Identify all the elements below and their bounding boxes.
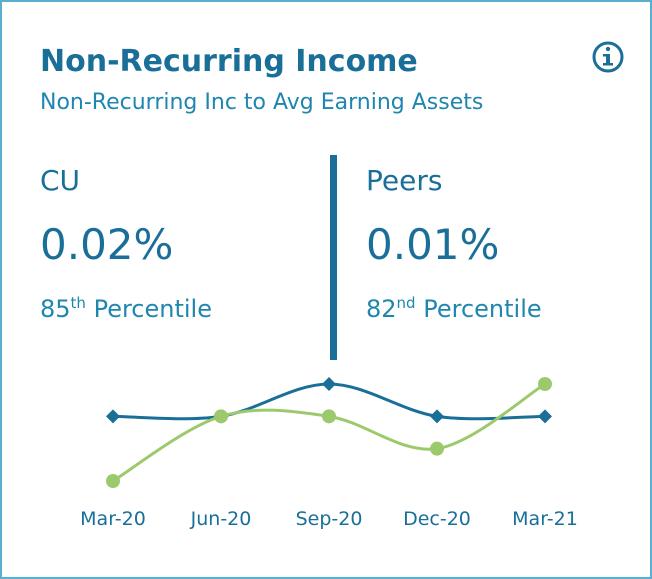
peers-value: 0.01% [366,220,500,269]
point [322,409,336,424]
point [538,409,552,424]
point [106,409,120,424]
divider [330,155,337,360]
cu-label: CU [40,164,81,197]
point [106,474,120,488]
x-tick-label: Sep-20 [296,508,363,530]
rank: 85 [40,295,71,323]
card-title: Non-Recurring Income [40,44,418,79]
x-tick-label: Mar-20 [80,508,146,530]
x-tick-label: Jun-20 [190,508,252,530]
point [430,441,444,456]
point [214,409,228,424]
point [322,377,336,391]
series-line [112,382,546,483]
info-icon[interactable] [592,41,624,73]
cu-percentile: 85th Percentile [40,294,212,323]
rank-suffix: nd [396,294,416,312]
x-tick-label: Dec-20 [403,508,471,530]
rank-suffix: th [70,294,86,312]
cu-value: 0.02% [40,220,174,269]
rank-text: Percentile [93,295,212,323]
card-subtitle: Non-Recurring Inc to Avg Earning Assets [40,90,484,115]
point [430,409,444,424]
rank-text: Percentile [423,295,542,323]
rank: 82 [366,295,397,323]
x-tick-label: Mar-21 [512,508,578,530]
peers-percentile: 82nd Percentile [366,294,542,323]
peers-label: Peers [366,164,443,197]
point [538,377,552,391]
